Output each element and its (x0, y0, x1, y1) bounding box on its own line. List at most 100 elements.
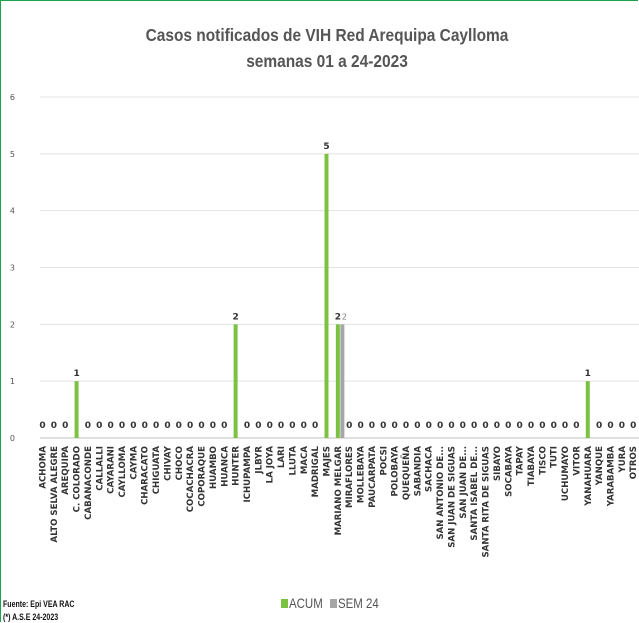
data-label-acum: 0 (96, 421, 102, 431)
category-label: ACHOMA (39, 446, 49, 489)
data-label-acum: 0 (187, 421, 193, 431)
data-label-acum: 0 (539, 421, 545, 431)
category-label: C. COLORADO (73, 446, 83, 512)
y-axis-ticks: 0 1 2 3 4 5 6 (10, 93, 15, 443)
category-label: ICHUPAMPA (243, 446, 253, 503)
data-label-acum: 0 (380, 421, 386, 431)
data-label-acum: 0 (607, 421, 613, 431)
category-label: CAYLLOMA (118, 446, 128, 498)
data-label-acum: 0 (130, 421, 136, 431)
data-label-acum: 2 (335, 312, 341, 322)
category-label: CHIVAY (163, 445, 173, 481)
y-tick-label: 2 (10, 320, 15, 329)
category-label: JLBYR (254, 446, 264, 475)
data-label-acum: 0 (221, 421, 227, 431)
data-label-acum: 0 (369, 421, 375, 431)
category-label: SACHACA (425, 446, 435, 492)
data-label-acum: 0 (244, 421, 250, 431)
category-label: MARIANO MELGAR (334, 446, 344, 536)
data-label-acum: 0 (85, 421, 91, 431)
category-label: OTROS (629, 446, 639, 479)
data-label-acum: 0 (301, 421, 307, 431)
data-label-acum: 0 (39, 421, 45, 431)
credit-note: (*) A.S.E 24-2023 (3, 612, 59, 622)
category-label: PAUCARPATA (368, 446, 378, 508)
data-label-acum: 0 (267, 421, 273, 431)
category-label: COCACHACRA (186, 446, 196, 513)
legend-swatch-1 (281, 599, 288, 608)
category-label: CALLALLI (95, 446, 105, 491)
category-label: SAN JUAN DE... (459, 446, 469, 519)
data-label-acum: 0 (516, 421, 522, 431)
data-label-acum: 0 (164, 421, 170, 431)
data-label-acum: 0 (255, 421, 261, 431)
data-label-acum: 0 (153, 421, 159, 431)
data-label-sem24: 2 (342, 312, 347, 321)
data-label-acum: 0 (596, 421, 602, 431)
bar-acum (233, 324, 238, 438)
y-tick-label: 3 (10, 264, 15, 273)
category-label: SANTA RITA DE SIGUAS (482, 446, 492, 558)
data-label-acum: 0 (482, 421, 488, 431)
category-label: CAYARANI (107, 446, 117, 494)
data-label-acum: 0 (562, 421, 568, 431)
data-label-acum: 5 (323, 142, 329, 152)
category-label: SIBAYO (493, 446, 503, 481)
bar-acum (335, 324, 340, 438)
category-label: AREQUIPA (61, 446, 71, 495)
category-label: TISCO (538, 446, 548, 475)
bar-acum (585, 381, 590, 438)
data-label-acum: 0 (51, 421, 57, 431)
category-label: ALTO SELVA ALEGRE (50, 446, 60, 543)
category-label: VITOR (572, 446, 582, 476)
category-label: QUEQUEÑA (401, 446, 412, 501)
data-label-acum: 0 (460, 421, 466, 431)
title-line-1: Casos notificados de VIH Red Arequipa Ca… (146, 25, 509, 45)
data-label-acum: 0 (108, 421, 114, 431)
data-label-acum: 0 (346, 421, 352, 431)
data-label-acum: 0 (176, 421, 182, 431)
data-label-acum: 0 (289, 421, 295, 431)
category-label: UCHUMAYO (561, 446, 571, 501)
category-label: YURA (618, 446, 628, 474)
data-label-acum: 0 (437, 421, 443, 431)
data-label-acum: 1 (585, 369, 591, 379)
category-label: YANAHUARA (584, 446, 594, 507)
category-label: LARI (277, 446, 287, 468)
category-label: TIABAYA (527, 446, 537, 486)
bar-sem24 (340, 324, 345, 438)
data-label-acum: 0 (528, 421, 534, 431)
category-label: CAYMA (129, 446, 139, 480)
data-label-acum: 0 (619, 421, 625, 431)
category-label: YANQUE (595, 446, 605, 487)
category-label: SABANDIA (413, 446, 423, 497)
bars (74, 153, 590, 439)
legend: ACUM SEM 24 (281, 595, 379, 611)
data-label-acum: 0 (414, 421, 420, 431)
category-label: SANTA ISABEL DE... (470, 446, 480, 541)
category-label: CABANACONDE (84, 446, 94, 520)
category-label: LA JOYA (266, 446, 276, 484)
y-tick-label: 6 (10, 93, 15, 102)
data-label-acum: 0 (403, 421, 409, 431)
category-label: TAPAY (516, 445, 526, 475)
y-tick-label: 4 (10, 207, 15, 216)
category-label: MIRAFLORES (345, 446, 355, 508)
data-label-acum: 0 (630, 421, 636, 431)
data-label-acum: 0 (142, 421, 148, 431)
category-label: CHARACATO (141, 446, 151, 505)
source-note: Fuente: Epi VEA RAC (3, 599, 75, 609)
legend-label-1: ACUM (289, 595, 323, 611)
data-label-acum: 0 (494, 421, 500, 431)
category-label: CHIGUATA (152, 446, 162, 495)
category-label: SAN ANTONIO DE... (436, 446, 446, 540)
data-label-acum: 0 (505, 421, 511, 431)
legend-swatch-2 (330, 599, 337, 608)
data-label-acum: 0 (551, 421, 557, 431)
data-label-acum: 0 (357, 421, 363, 431)
category-label: COPORAQUE (198, 446, 208, 507)
data-label-acum: 0 (312, 421, 318, 431)
data-label-acum: 0 (392, 421, 398, 431)
category-label: LLUTA (288, 446, 298, 476)
